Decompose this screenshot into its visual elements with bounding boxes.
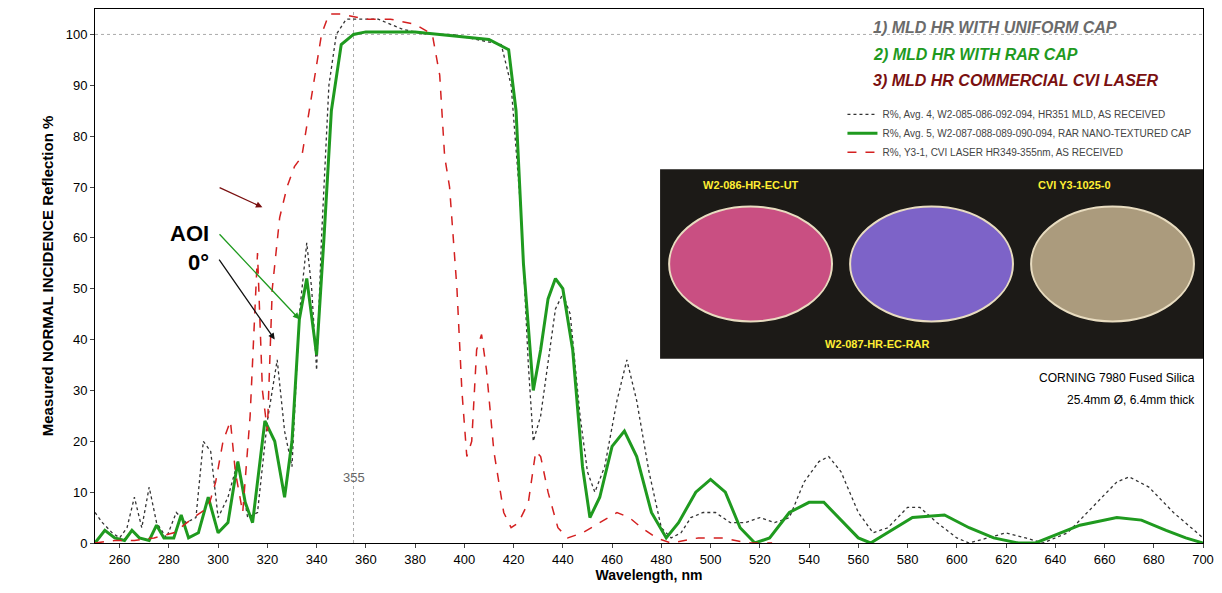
svg-text:AOI0°: AOI0° (170, 221, 209, 275)
svg-text:500: 500 (700, 552, 722, 567)
svg-text:90: 90 (73, 78, 87, 93)
svg-text:460: 460 (601, 552, 623, 567)
svg-text:R%, Avg. 5, W2-087-088-089-090: R%, Avg. 5, W2-087-088-089-090-094, RAR … (882, 128, 1191, 139)
svg-text:600: 600 (946, 552, 968, 567)
svg-text:R%, Avg. 4, W2-085-086-092-094: R%, Avg. 4, W2-085-086-092-094, HR351 ML… (882, 109, 1165, 120)
svg-text:20: 20 (73, 434, 87, 449)
svg-text:30: 30 (73, 383, 87, 398)
svg-text:280: 280 (158, 552, 180, 567)
svg-text:CVI Y3-1025-0: CVI Y3-1025-0 (1038, 179, 1111, 191)
svg-text:355: 355 (343, 470, 365, 485)
svg-text:300: 300 (207, 552, 229, 567)
svg-text:0: 0 (80, 536, 87, 551)
svg-text:70: 70 (73, 180, 87, 195)
svg-text:660: 660 (1094, 552, 1116, 567)
svg-text:520: 520 (749, 552, 771, 567)
svg-text:50: 50 (73, 281, 87, 296)
svg-text:480: 480 (650, 552, 672, 567)
svg-text:420: 420 (503, 552, 525, 567)
svg-text:360: 360 (355, 552, 377, 567)
svg-text:Measured NORMAL INCIDENCE Refl: Measured NORMAL INCIDENCE Reflection % (39, 116, 56, 437)
svg-text:540: 540 (798, 552, 820, 567)
svg-text:CORNING 7980 Fused Silica: CORNING 7980 Fused Silica (1039, 371, 1195, 385)
svg-text:10: 10 (73, 485, 87, 500)
svg-text:2) MLD HR WITH RAR CAP: 2) MLD HR WITH RAR CAP (873, 46, 1078, 63)
svg-text:320: 320 (257, 552, 279, 567)
svg-text:700: 700 (1192, 552, 1214, 567)
svg-text:R%, Y3-1, CVI LASER HR349-355n: R%, Y3-1, CVI LASER HR349-355nm, AS RECE… (882, 147, 1122, 158)
svg-text:640: 640 (1044, 552, 1066, 567)
svg-text:W2-087-HR-EC-RAR: W2-087-HR-EC-RAR (825, 338, 930, 350)
svg-text:80: 80 (73, 129, 87, 144)
svg-text:3) MLD HR COMMERCIAL CVI LASER: 3) MLD HR COMMERCIAL CVI LASER (873, 72, 1158, 89)
svg-text:380: 380 (404, 552, 426, 567)
svg-text:40: 40 (73, 332, 87, 347)
svg-text:25.4mm Ø, 6.4mm thick: 25.4mm Ø, 6.4mm thick (1067, 393, 1195, 407)
svg-text:680: 680 (1143, 552, 1165, 567)
svg-text:260: 260 (109, 552, 131, 567)
svg-text:Wavelength, nm: Wavelength, nm (596, 567, 703, 583)
svg-text:400: 400 (453, 552, 475, 567)
svg-text:W2-086-HR-EC-UT: W2-086-HR-EC-UT (703, 179, 799, 191)
svg-text:340: 340 (306, 552, 328, 567)
svg-text:620: 620 (995, 552, 1017, 567)
svg-text:560: 560 (847, 552, 869, 567)
svg-text:100: 100 (66, 27, 88, 42)
svg-text:1) MLD HR WITH UNIFORM CAP: 1) MLD HR WITH UNIFORM CAP (873, 19, 1117, 36)
svg-text:440: 440 (552, 552, 574, 567)
svg-text:580: 580 (897, 552, 919, 567)
svg-text:60: 60 (73, 230, 87, 245)
